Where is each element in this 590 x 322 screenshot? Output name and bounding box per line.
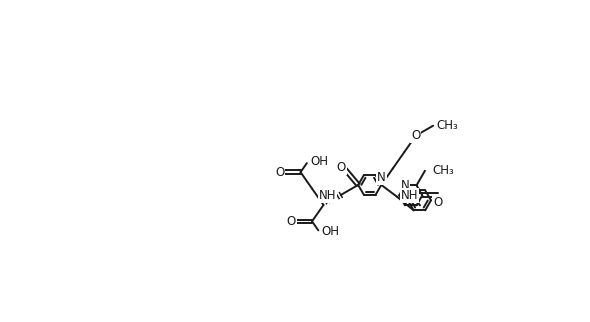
Text: N: N xyxy=(401,179,409,192)
Text: CH₃: CH₃ xyxy=(432,164,454,177)
Text: N: N xyxy=(377,171,386,184)
Text: O: O xyxy=(411,129,420,142)
Text: O: O xyxy=(337,161,346,174)
Text: O: O xyxy=(433,196,442,209)
Text: CH₃: CH₃ xyxy=(436,119,458,132)
Text: OH: OH xyxy=(310,155,328,168)
Text: NH: NH xyxy=(319,189,336,202)
Text: OH: OH xyxy=(322,225,339,238)
Text: O: O xyxy=(275,166,284,179)
Text: NH: NH xyxy=(401,189,418,202)
Text: O: O xyxy=(287,215,296,228)
